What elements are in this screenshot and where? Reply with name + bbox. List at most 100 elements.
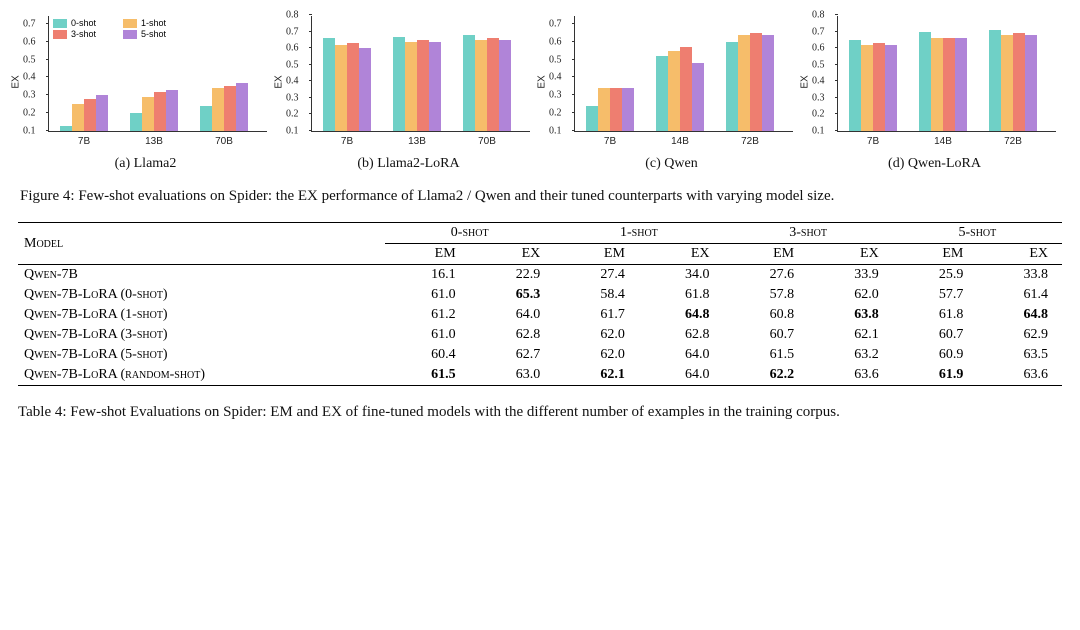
bar — [919, 32, 931, 131]
legend-item: 3-shot — [53, 29, 123, 39]
y-tick-label: 0.3 — [812, 92, 825, 103]
charts-row: EX 0.10.20.30.40.50.60.77B13B70B0-shot1-s… — [18, 12, 1062, 172]
table-cell: 63.5 — [977, 345, 1062, 365]
bar — [1025, 35, 1037, 131]
y-tick-label: 0.4 — [812, 76, 825, 87]
table-cell: 64.0 — [470, 305, 555, 325]
bar — [463, 35, 475, 131]
y-tick-label: 0.7 — [286, 26, 299, 37]
y-tick-label: 0.6 — [549, 36, 562, 47]
col-header-metric: EX — [808, 244, 893, 265]
legend-label: 0-shot — [71, 18, 96, 28]
bar — [130, 113, 142, 131]
bar — [335, 45, 347, 131]
chart-subcaption: (d) Qwen-LoRA — [888, 156, 981, 172]
y-tick-label: 0.6 — [812, 43, 825, 54]
x-tick-label: 70B — [215, 136, 233, 147]
table-cell: 34.0 — [639, 265, 724, 286]
table-cell: 57.7 — [893, 285, 978, 305]
bar — [1013, 33, 1025, 131]
y-tick-label: 0.2 — [23, 108, 36, 119]
x-tick-label: 7B — [867, 136, 879, 147]
bar — [598, 88, 610, 131]
table-cell: 61.5 — [724, 345, 809, 365]
bar — [726, 42, 738, 131]
x-tick-label: 7B — [604, 136, 616, 147]
table-cell: 62.1 — [554, 365, 639, 386]
table-cell: 61.2 — [385, 305, 470, 325]
table-cell: 61.4 — [977, 285, 1062, 305]
table-cell: 61.9 — [893, 365, 978, 386]
chart-box: EX0.10.20.30.40.50.60.77B13B70B0-shot1-s… — [18, 12, 273, 152]
y-tick-label: 0.1 — [23, 126, 36, 137]
y-tick-label: 0.3 — [23, 90, 36, 101]
y-tick-label: 0.8 — [286, 10, 299, 21]
bar — [873, 43, 885, 131]
table-cell: 62.9 — [977, 325, 1062, 345]
y-tick-label: 0.5 — [812, 59, 825, 70]
table-cell: 57.8 — [724, 285, 809, 305]
table-cell: 63.6 — [808, 365, 893, 386]
y-axis-label: EX — [11, 75, 22, 88]
bar — [692, 63, 704, 131]
col-header-metric: EM — [554, 244, 639, 265]
table-cell: 60.7 — [724, 325, 809, 345]
table-cell: 61.5 — [385, 365, 470, 386]
table-cell: 27.6 — [724, 265, 809, 286]
y-tick-label: 0.1 — [812, 126, 825, 137]
y-tick-label: 0.7 — [549, 18, 562, 29]
bar — [989, 30, 1001, 131]
table-cell: 62.2 — [724, 365, 809, 386]
table-cell: 62.0 — [554, 325, 639, 345]
bar — [738, 35, 750, 131]
bar — [955, 38, 967, 131]
table-cell: 64.8 — [977, 305, 1062, 325]
bar — [861, 45, 873, 131]
col-header-metric: EM — [893, 244, 978, 265]
bar — [96, 95, 108, 131]
chart-subcaption: (a) Llama2 — [115, 156, 177, 172]
bar — [347, 43, 359, 131]
chart-box: EX0.10.20.30.40.50.60.70.87B14B72B — [807, 12, 1062, 152]
table-cell: 63.2 — [808, 345, 893, 365]
table-cell: 64.8 — [639, 305, 724, 325]
bar — [885, 45, 897, 131]
bar — [499, 40, 511, 131]
plot-area: 0.10.20.30.40.50.60.77B13B70B0-shot1-sho… — [48, 16, 267, 132]
table-caption: Table 4: Few-shot Evaluations on Spider:… — [18, 402, 1062, 422]
plot-area: 0.10.20.30.40.50.60.70.87B14B72B — [837, 16, 1056, 132]
bar — [931, 38, 943, 131]
y-tick-label: 0.7 — [812, 26, 825, 37]
bar — [610, 88, 622, 131]
y-tick-label: 0.1 — [549, 126, 562, 137]
bar — [405, 42, 417, 131]
y-tick-label: 0.6 — [23, 36, 36, 47]
table-cell: 25.9 — [893, 265, 978, 286]
row-model-name: Qwen-7B-LoRA (0-shot) — [24, 287, 168, 302]
bar — [1001, 35, 1013, 131]
bar — [429, 42, 441, 131]
col-header-model: Model — [24, 236, 63, 251]
table-cell: 22.9 — [470, 265, 555, 286]
table-cell: 60.7 — [893, 325, 978, 345]
results-table: Model0-shot1-shot3-shot5-shotEMEXEMEXEME… — [18, 222, 1062, 386]
bar — [84, 99, 96, 131]
bar — [154, 92, 166, 131]
bar — [849, 40, 861, 131]
col-header-shot: 1-shot — [620, 225, 658, 240]
bar — [236, 83, 248, 131]
legend-swatch — [53, 30, 67, 39]
y-tick-label: 0.5 — [549, 54, 562, 65]
chart-subcaption: (b) Llama2-LoRA — [357, 156, 459, 172]
table-cell: 62.0 — [808, 285, 893, 305]
chart-panel-b: EX0.10.20.30.40.50.60.70.87B13B70B(b) Ll… — [281, 12, 536, 172]
bar — [417, 40, 429, 131]
y-tick-label: 0.1 — [286, 126, 299, 137]
y-tick-label: 0.2 — [286, 109, 299, 120]
table-cell: 60.9 — [893, 345, 978, 365]
y-tick-label: 0.3 — [549, 90, 562, 101]
y-axis-label: EX — [537, 75, 548, 88]
bar — [656, 56, 668, 131]
bar — [359, 48, 371, 131]
y-axis-label: EX — [274, 75, 285, 88]
